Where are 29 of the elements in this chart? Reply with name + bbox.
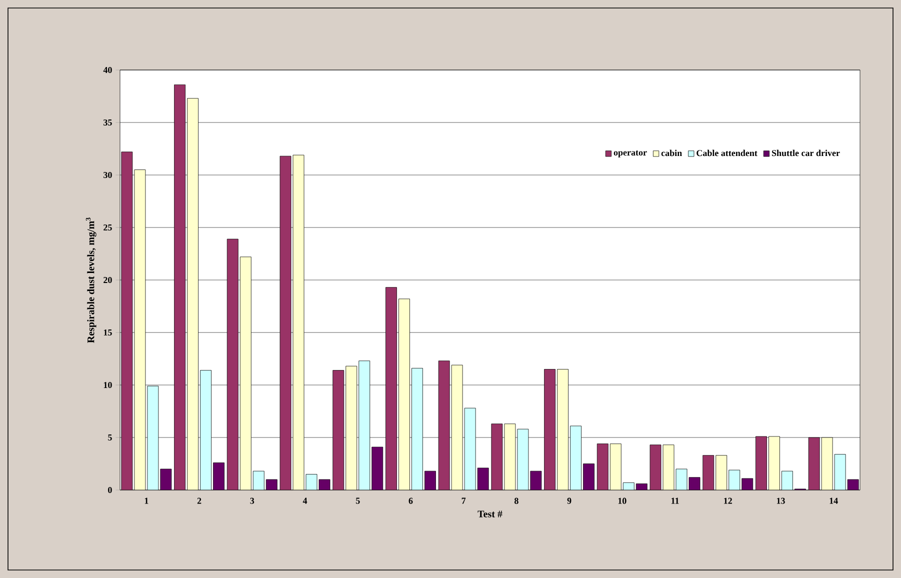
- legend-label: Shuttle car driver: [772, 150, 840, 156]
- y-tick-label: 20: [104, 276, 112, 284]
- x-tick-label: 8: [514, 498, 518, 504]
- x-tick-label: 5: [356, 498, 360, 504]
- x-tick-label: 10: [618, 498, 626, 504]
- x-tick-label: 1: [144, 498, 148, 504]
- x-tick-label: 13: [776, 498, 785, 504]
- x-tick-label: 6: [408, 498, 413, 504]
- x-tick-label: 3: [250, 498, 254, 504]
- y-tick-label: 15: [104, 329, 112, 336]
- y-tick-label: 30: [104, 172, 112, 178]
- y-tick-label: 0: [108, 486, 112, 494]
- x-tick-label: 9: [567, 498, 572, 504]
- y-axis-title: Respirable dust levels, mg/m$^{3}$: [86, 218, 96, 343]
- x-tick-label: 4: [302, 498, 308, 504]
- x-tick-label: 11: [671, 498, 679, 504]
- legend-label: Cable attendent: [696, 150, 758, 156]
- legend-label: operator: [614, 150, 647, 158]
- y-tick-label: 35: [104, 119, 112, 126]
- x-tick-label: 12: [724, 498, 732, 504]
- x-tick-label: 7: [462, 498, 466, 504]
- x-tick-label: 2: [197, 498, 202, 504]
- y-tick-label: 25: [104, 224, 112, 231]
- x-axis-title: Test #: [478, 510, 502, 518]
- x-tick-label: 14: [830, 498, 838, 504]
- y-tick-label: 10: [104, 382, 112, 388]
- legend-label: cabin: [661, 150, 682, 156]
- y-tick-label: 40: [103, 66, 112, 74]
- y-tick-label: 5: [108, 434, 112, 440]
